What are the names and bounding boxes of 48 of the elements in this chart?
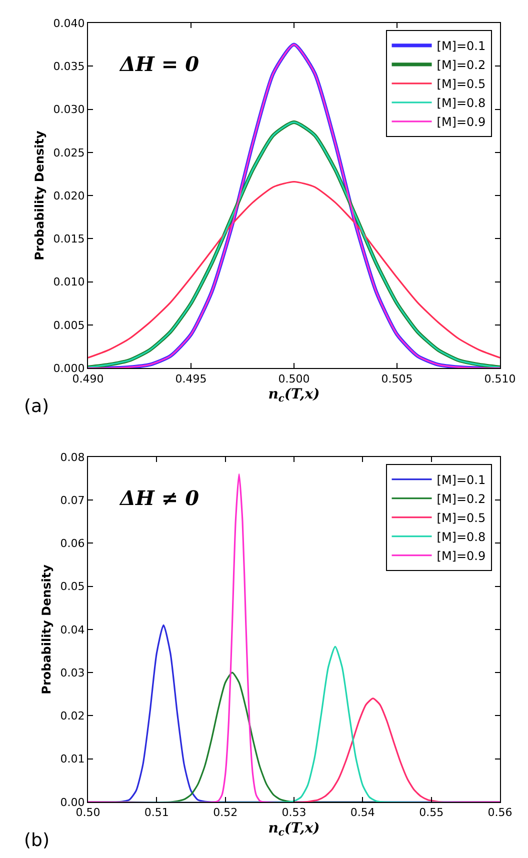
y-tick-label: 0.000 bbox=[53, 362, 85, 375]
legend-label: [M]=0.2 bbox=[436, 492, 486, 506]
legend-label: [M]=0.8 bbox=[436, 530, 486, 544]
x-axis-title: n$_{c}$(T,x) bbox=[268, 820, 320, 838]
y-tick-label: 0.00 bbox=[60, 796, 85, 809]
y-tick-label: 0.07 bbox=[60, 494, 85, 507]
y-tick-label: 0.005 bbox=[53, 318, 85, 332]
y-tick-label: 0.020 bbox=[53, 189, 85, 202]
x-tick-label: 0.500 bbox=[278, 372, 310, 386]
legend-label: [M]=0.2 bbox=[436, 58, 486, 72]
y-axis-title: Probability Density bbox=[40, 564, 54, 694]
legend-label: [M]=0.9 bbox=[436, 548, 486, 563]
y-tick-label: 0.010 bbox=[53, 276, 85, 289]
x-tick-label: 0.53 bbox=[282, 806, 306, 820]
y-tick-label: 0.035 bbox=[53, 60, 85, 73]
x-tick-label: 0.56 bbox=[488, 806, 512, 820]
x-tick-label: 0.505 bbox=[381, 372, 413, 386]
x-tick-label: 0.490 bbox=[72, 372, 104, 386]
y-tick-label: 0.025 bbox=[53, 146, 85, 160]
y-tick-label: 0.01 bbox=[60, 752, 85, 766]
x-tick-label: 0.495 bbox=[175, 372, 207, 386]
x-tick-label: 0.52 bbox=[213, 806, 238, 820]
y-tick-label: 0.04 bbox=[60, 623, 85, 636]
y-tick-label: 0.03 bbox=[60, 666, 85, 680]
annotation: ΔH = 0 bbox=[119, 52, 200, 76]
x-tick-label: 0.55 bbox=[419, 806, 444, 820]
legend-label: [M]=0.8 bbox=[436, 96, 486, 110]
text: (a) bbox=[24, 396, 50, 417]
y-tick-label: 0.015 bbox=[53, 232, 85, 246]
annotation: ΔH ≠ 0 bbox=[119, 486, 200, 510]
y-axis-title: Probability Density bbox=[32, 130, 47, 260]
x-tick-label: 0.510 bbox=[484, 372, 516, 386]
x-tick-label: 0.50 bbox=[76, 806, 100, 820]
x-tick-label: 0.51 bbox=[144, 806, 169, 820]
y-tick-label: 0.05 bbox=[60, 580, 85, 594]
y-tick-label: 0.08 bbox=[60, 450, 85, 464]
y-tick-label: 0.06 bbox=[60, 537, 85, 550]
legend-label: [M]=0.9 bbox=[436, 115, 486, 130]
legend-label: [M]=0.1 bbox=[436, 472, 486, 487]
legend-label: [M]=0.1 bbox=[436, 39, 486, 54]
text: (b) bbox=[24, 830, 50, 851]
legend-label: [M]=0.5 bbox=[436, 510, 486, 525]
y-tick-label: 0.02 bbox=[60, 710, 85, 723]
y-tick-label: 0.040 bbox=[53, 16, 85, 30]
y-tick-label: 0.030 bbox=[53, 103, 85, 116]
x-axis-title: n$_{c}$(T,x) bbox=[268, 386, 320, 405]
x-tick-label: 0.54 bbox=[350, 806, 375, 820]
legend-label: [M]=0.5 bbox=[436, 77, 486, 92]
